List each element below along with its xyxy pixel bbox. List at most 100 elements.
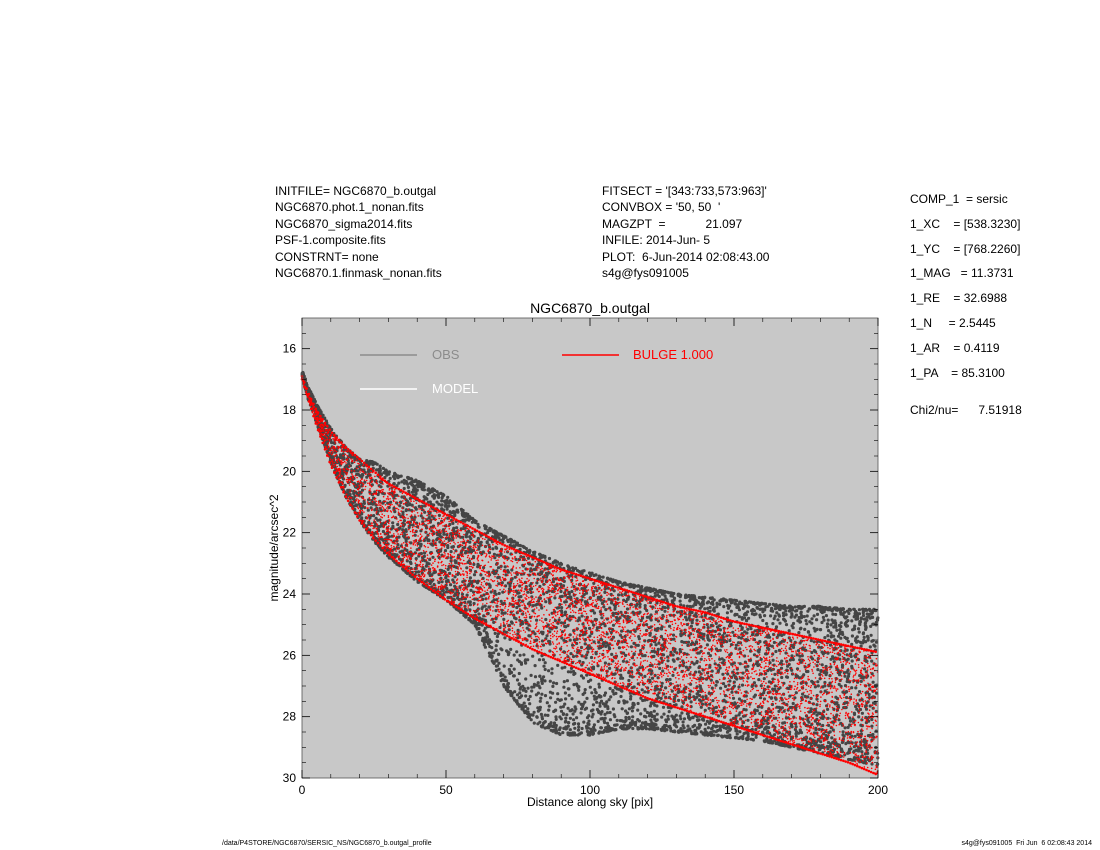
obs-point (584, 656, 588, 660)
obs-point (449, 550, 453, 554)
obs-point (661, 705, 666, 709)
obs-point (654, 610, 659, 614)
obs-point (564, 697, 568, 701)
obs-point (812, 626, 816, 630)
obs-point (734, 643, 739, 647)
obs-point (777, 614, 782, 618)
obs-point (494, 648, 498, 652)
obs-point (864, 625, 868, 629)
obs-point (715, 602, 719, 606)
obs-point (821, 615, 826, 620)
obs-point (752, 695, 756, 699)
obs-point (562, 685, 566, 689)
obs-point (860, 711, 865, 715)
obs-point (697, 596, 701, 600)
obs-point (629, 645, 634, 649)
obs-point (444, 579, 448, 584)
obs-point (543, 661, 547, 665)
obs-point (468, 603, 472, 607)
obs-point (833, 619, 837, 623)
obs-point (492, 552, 496, 556)
obs-point (660, 715, 664, 719)
obs-point (547, 556, 552, 561)
obs-point (486, 635, 490, 639)
obs-point (774, 603, 778, 607)
obs-point (663, 590, 667, 594)
obs-point (366, 508, 370, 512)
obs-point (579, 731, 584, 735)
obs-point (636, 643, 640, 648)
obs-point (638, 602, 642, 606)
obs-point (755, 601, 759, 606)
obs-point (497, 591, 501, 596)
obs-point (689, 700, 693, 704)
obs-point (373, 461, 377, 466)
obs-point (588, 730, 592, 734)
obs-point (440, 499, 444, 503)
obs-point (597, 646, 601, 650)
obs-point (736, 603, 740, 607)
obs-point (709, 623, 713, 628)
obs-point (528, 549, 532, 553)
obs-point (531, 609, 535, 613)
obs-point (787, 609, 792, 613)
obs-point (497, 652, 501, 657)
obs-point (631, 715, 635, 719)
obs-point (749, 737, 753, 741)
obs-point (785, 606, 789, 610)
obs-point (733, 612, 738, 617)
obs-point (580, 726, 584, 731)
obs-point (529, 587, 534, 591)
obs-point (806, 630, 811, 634)
obs-point (726, 725, 730, 729)
obs-point (755, 709, 760, 713)
obs-point (569, 709, 573, 713)
obs-point (652, 587, 656, 591)
obs-point (411, 523, 415, 527)
obs-point (602, 719, 606, 723)
obs-point (776, 618, 780, 622)
obs-point (541, 630, 545, 635)
obs-point (453, 575, 457, 579)
obs-point (404, 539, 408, 544)
obs-point (710, 727, 714, 731)
obs-point (537, 707, 541, 711)
obs-point (439, 535, 443, 539)
obs-point (321, 413, 325, 417)
obs-point (524, 677, 528, 681)
obs-point (595, 707, 600, 712)
obs-point (758, 615, 763, 619)
obs-point (374, 516, 378, 520)
obs-point (728, 733, 732, 737)
obs-point (464, 533, 468, 538)
obs-point (663, 606, 667, 610)
obs-point (535, 581, 539, 585)
obs-point (813, 685, 818, 689)
obs-point (533, 664, 537, 668)
obs-point (811, 605, 815, 609)
obs-point (363, 480, 367, 484)
obs-point (747, 616, 751, 620)
obs-point (870, 717, 874, 722)
obs-point (571, 654, 576, 659)
obs-point (494, 644, 498, 648)
obs-point (569, 670, 573, 674)
obs-point (637, 584, 641, 588)
obs-point (538, 596, 543, 601)
obs-point (368, 516, 372, 520)
obs-point (712, 598, 716, 602)
obs-point (769, 696, 774, 700)
obs-point (617, 593, 621, 597)
obs-point (714, 705, 719, 710)
obs-point (569, 666, 574, 671)
header-convbox: CONVBOX = '50, 50 ' (602, 200, 721, 215)
obs-point (824, 614, 829, 618)
obs-point (625, 711, 629, 716)
obs-point (579, 711, 583, 715)
obs-point (702, 596, 707, 600)
obs-point (581, 676, 586, 680)
obs-point (465, 566, 469, 570)
obs-point (558, 732, 562, 737)
obs-point (483, 524, 487, 528)
obs-point (559, 698, 563, 702)
